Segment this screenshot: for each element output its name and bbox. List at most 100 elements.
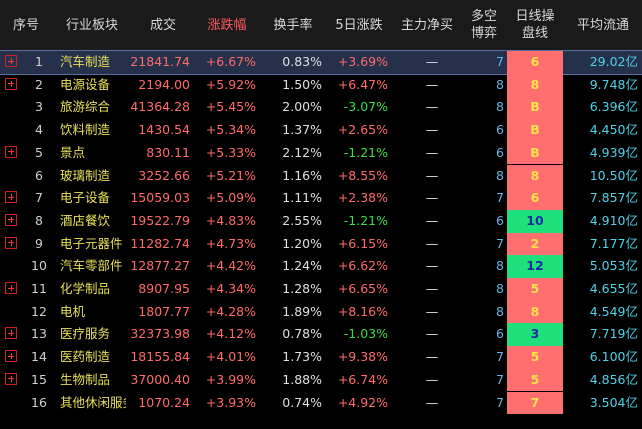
table-row[interactable]: 11 化学制品 8907.95 +4.34% 1.28% +6.65% — 8 5 4.655亿 (0, 278, 642, 301)
long-short-value: 8 (496, 258, 504, 274)
daily-line-badge: 5 (507, 368, 563, 392)
turnover-value: 0.83% (282, 54, 322, 69)
expand-plus-icon[interactable] (5, 282, 17, 294)
header-avg-float[interactable]: 平均流通 (576, 17, 629, 33)
header-turnover[interactable]: 换手率 (273, 17, 313, 33)
expand-plus-icon[interactable] (5, 372, 17, 385)
volume-value: 1070.24 (138, 394, 190, 410)
header-sector[interactable]: 行业板块 (65, 17, 118, 33)
five-day-change-value: +6.15% (337, 235, 388, 251)
table-row[interactable]: 7 电子设备 15059.03 +5.09% 1.11% +2.38% —7 6 7.857亿 (0, 187, 642, 210)
five-day-change-value: +4.92% (337, 394, 388, 410)
sector-name[interactable]: 汽车零部件 (60, 258, 123, 274)
sector-name[interactable]: 汽车制造 (60, 54, 111, 69)
table-row[interactable]: 6 玻璃制造 3252.66 +5.21% 1.16% +8.55% — 8 8 10.50亿 (0, 164, 642, 188)
table-row[interactable]: 10 汽车零部件 12877.27 +4.42% 1.24% +6.62% — 8 12 5.05… (0, 255, 642, 278)
avg-float-value: 4.549亿 (589, 303, 638, 319)
table-row[interactable]: 5 景点 830.11 +5.33% 2.12% -1.21% — 6 B 4.939亿 (0, 141, 642, 165)
turnover-value: 0.74% (282, 394, 322, 410)
avg-float-value: 7.719亿 (589, 326, 638, 342)
expand-plus-icon[interactable] (5, 77, 17, 90)
row-index: 3 (35, 99, 43, 115)
expand-plus-icon[interactable] (5, 191, 17, 204)
table-row[interactable]: 16 其他休闲服务 1070.24 +3.93% 0.74% +4.92% — 77 3.504… (0, 391, 642, 415)
change-value: +4.73% (205, 235, 256, 251)
change-value: +4.83% (205, 212, 256, 228)
table-row[interactable]: 13 医疗服务 32373.98 +4.12% 0.78% -1.03% — 6 3 7.719亿 (0, 323, 642, 347)
table-row[interactable]: 2 电源设备 2194.00 +5.92% 1.50% +6.47% — 8 8 9.748亿 (0, 73, 642, 97)
avg-float-value: 4.856亿 (589, 371, 638, 387)
header-volume[interactable]: 成交 (149, 17, 176, 33)
main-net-buy-value: — (425, 349, 439, 365)
sector-name[interactable]: 酒店餐饮 (60, 212, 111, 228)
sector-name[interactable]: 电源设备 (60, 76, 111, 92)
change-value: +4.01% (205, 349, 256, 365)
table-row[interactable]: 12 电机 1807.77 +4.28% 1.89% +8.16% — 8 8 4.549亿 (0, 300, 642, 324)
turnover-value: 1.89% (282, 303, 322, 319)
five-day-change-value: +6.74% (337, 371, 388, 387)
row-index: 13 (31, 326, 47, 342)
table-row[interactable]: 15 生物制品 37000.40 +3.99% 1.88% +6.74% — 7 5 4.856亿 (0, 368, 642, 392)
header-change[interactable]: 涨跌幅 (207, 17, 247, 33)
five-day-change-value: +3.69% (337, 54, 388, 69)
volume-value: 1430.54 (138, 122, 190, 138)
header-index[interactable]: 序号 (12, 17, 39, 33)
expand-plus-icon[interactable] (5, 327, 17, 340)
row-index: 10 (31, 258, 47, 274)
table-row[interactable]: 4 饮料制造 1430.54 +5.34% 1.37% +2.65% — 6 B 4.450亿 (0, 119, 642, 142)
expand-plus-icon[interactable] (5, 236, 17, 249)
turnover-value: 1.16% (282, 167, 322, 183)
daily-line-badge: B (507, 119, 563, 142)
table-row[interactable]: 9 电子元器件 11282.74 +4.73% 1.20% +6.15% — 7 2 7.177亿 (0, 232, 642, 256)
expand-plus-icon[interactable] (5, 350, 17, 363)
sector-name[interactable]: 医药制造 (60, 349, 111, 365)
header-5day-change[interactable]: 5日涨跌 (335, 17, 383, 33)
daily-line-badge: 6 (507, 51, 563, 74)
five-day-change-value: +8.16% (337, 303, 388, 319)
expand-plus-icon[interactable] (5, 213, 17, 226)
expand-plus-icon[interactable] (5, 145, 17, 158)
row-index: 15 (31, 371, 47, 387)
sector-name[interactable]: 生物制品 (60, 371, 111, 387)
row-index: 2 (35, 76, 43, 92)
sector-name[interactable]: 饮料制造 (60, 122, 111, 138)
avg-float-value: 10.50亿 (589, 167, 638, 183)
turnover-value: 1.20% (282, 235, 322, 251)
header-main-net-buy[interactable]: 主力净买 (400, 17, 453, 33)
table-row[interactable]: 8 酒店餐饮 19522.79 +4.83% 2.55% -1.21% — 6 10 4.910亿 (0, 209, 642, 233)
sector-name[interactable]: 电机 (60, 303, 86, 319)
row-index: 6 (35, 167, 43, 183)
change-value: +4.34% (205, 281, 256, 296)
long-short-value: 8 (496, 303, 504, 319)
row-index: 11 (31, 281, 47, 296)
five-day-change-value: +2.38% (337, 190, 388, 206)
sector-name[interactable]: 电子设备 (60, 190, 111, 206)
daily-line-badge: 6 (507, 187, 563, 210)
table-row[interactable]: 1 汽车制造 21841.74 +6.67% 0.83% +3.69% — 7 6 29.02亿 (0, 50, 642, 75)
sector-name[interactable]: 电子元器件 (60, 235, 123, 251)
table-row[interactable]: 14 医药制造 18155.84 +4.01% 1.73% +9.38% — 7 5 6.100亿 (0, 346, 642, 369)
sector-name[interactable]: 医疗服务 (60, 326, 111, 342)
volume-value: 3252.66 (138, 167, 190, 183)
header-daily-line[interactable]: 日线操 盘线 (515, 9, 555, 41)
table-row[interactable]: 3 旅游综合 41364.28 +5.45% 2.00% -3.07% — 8 B 6.396亿 (0, 96, 642, 120)
change-value: +5.21% (205, 167, 256, 183)
row-index: 14 (31, 349, 47, 365)
sector-name[interactable]: 景点 (60, 144, 86, 160)
volume-value: 18155.84 (130, 349, 190, 365)
expand-plus-icon[interactable] (5, 55, 17, 67)
daily-line-badge: 2 (507, 232, 563, 256)
long-short-value: 6 (496, 212, 504, 228)
avg-float-value: 4.910亿 (589, 212, 638, 228)
sector-name[interactable]: 其他休闲服务 (60, 394, 126, 410)
volume-value: 19522.79 (130, 212, 190, 228)
long-short-value: 6 (496, 144, 504, 160)
five-day-change-value: -3.07% (343, 99, 388, 115)
sector-name[interactable]: 化学制品 (60, 281, 111, 296)
header-long-short[interactable]: 多空 博弈 (470, 9, 497, 41)
sector-name[interactable]: 玻璃制造 (60, 167, 111, 183)
main-net-buy-value: — (425, 99, 439, 115)
daily-line-badge: 12 (507, 255, 563, 278)
main-net-buy-value: — (425, 54, 439, 69)
sector-name[interactable]: 旅游综合 (60, 99, 111, 115)
